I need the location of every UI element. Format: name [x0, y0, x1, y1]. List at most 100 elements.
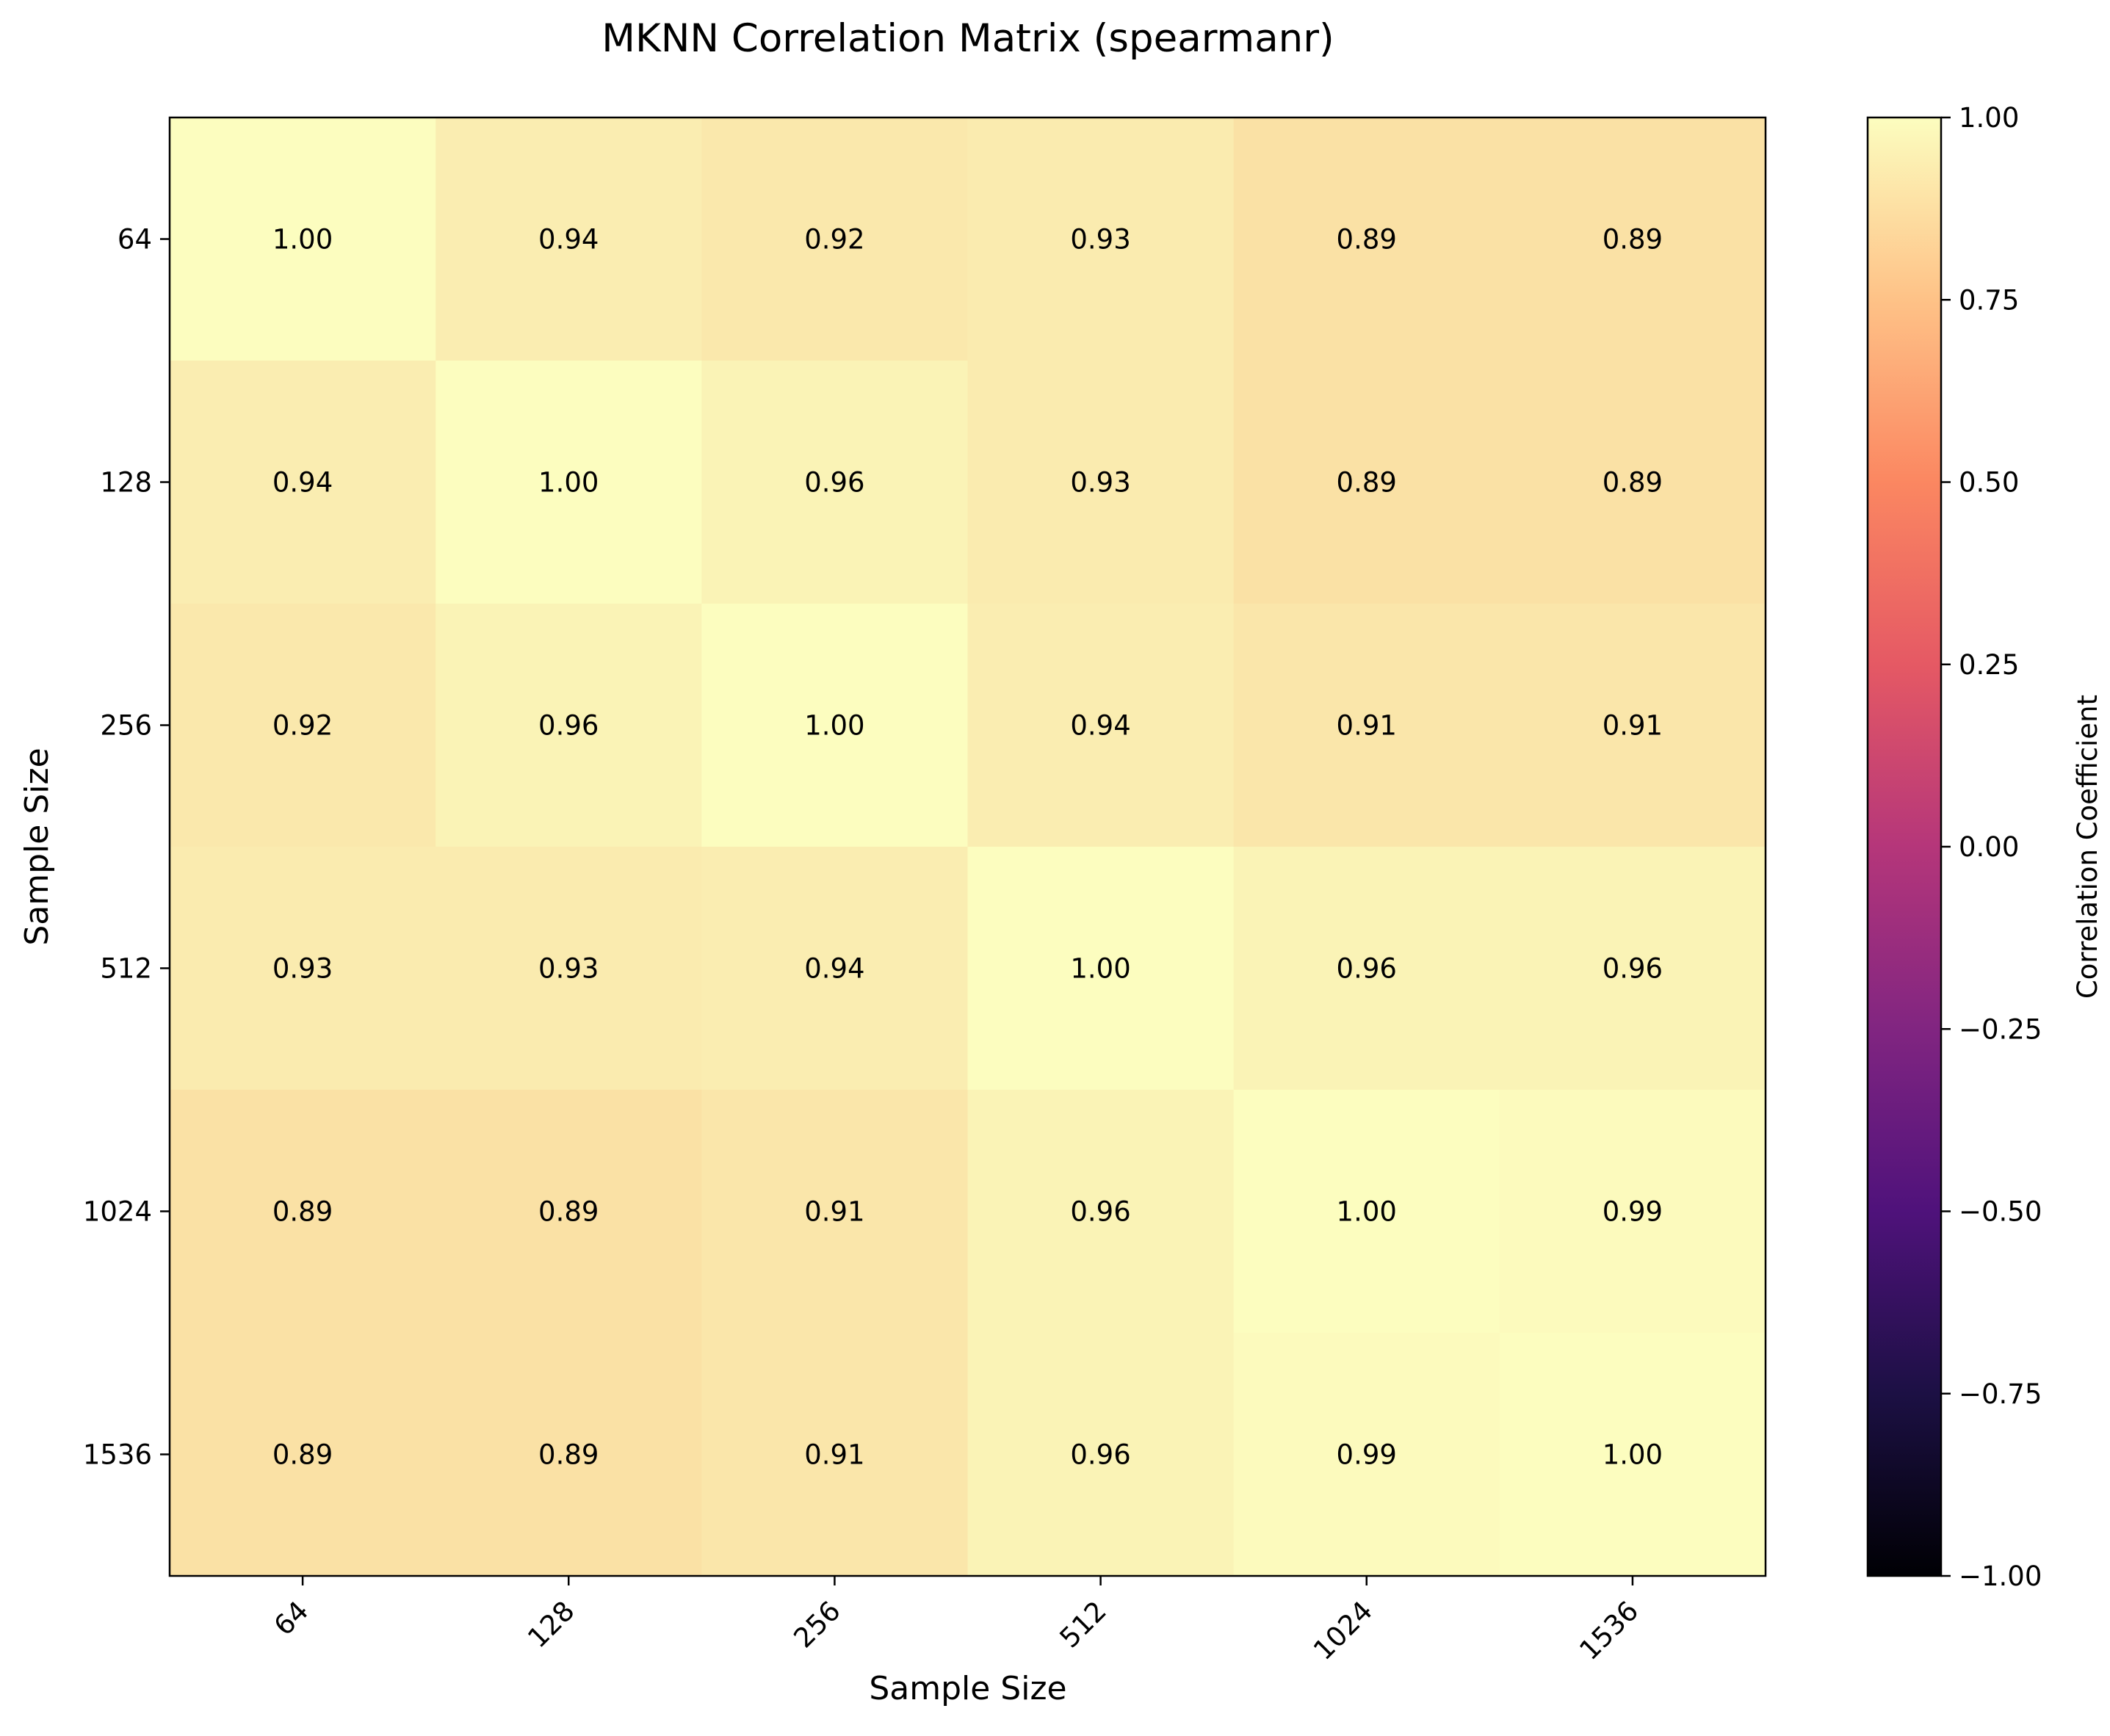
cell-value-label: 1.00 [1337, 1196, 1397, 1228]
heatmap-cell [170, 1333, 436, 1577]
colorbar-label: Correlation Coefficient [2072, 695, 2103, 999]
cell-value-label: 0.93 [272, 953, 333, 985]
cell-value-label: 0.96 [1070, 1439, 1130, 1471]
heatmap-cell [1499, 847, 1766, 1091]
x-tick-label: 1024 [1307, 1595, 1379, 1666]
x-tick-label: 128 [521, 1595, 580, 1654]
heatmap-cell [1233, 1333, 1500, 1577]
cell-value-label: 0.89 [538, 1196, 599, 1228]
cell-value-label: 1.00 [272, 224, 333, 256]
cell-value-label: 0.99 [1603, 1196, 1663, 1228]
cell-value-label: 0.96 [538, 710, 599, 742]
heatmap-cell [1499, 1333, 1766, 1577]
plot-frame [168, 116, 1767, 1577]
heatmap-cell [170, 847, 436, 1091]
cell-value-label: 0.96 [1070, 1196, 1130, 1228]
cell-value-label: 1.00 [1603, 1439, 1663, 1471]
y-tick-label: 512 [100, 953, 152, 985]
heatmap-cell [170, 361, 436, 604]
heatmap-cell [1499, 604, 1766, 847]
heatmap-cell [701, 1090, 969, 1334]
cell-value-label: 1.00 [538, 467, 599, 499]
x-tick-label: 64 [268, 1595, 315, 1642]
heatmap-cell [1499, 117, 1766, 361]
heatmap-cell [170, 604, 436, 847]
heatmap-cells [170, 117, 1766, 1577]
cell-value-label: 0.89 [272, 1439, 333, 1471]
heatmap-cell [701, 1333, 969, 1577]
heatmap-cell [701, 117, 969, 361]
y-tick-label: 256 [100, 710, 152, 742]
heatmap-cell [967, 361, 1235, 604]
heatmap-cell [436, 117, 702, 361]
heatmap-cell [1233, 117, 1500, 361]
heatmap-cell [701, 604, 969, 847]
colorbar-tick-label: 0.25 [1959, 649, 2019, 681]
cell-value-label: 0.91 [1603, 710, 1663, 742]
cell-value-label: 0.93 [1070, 467, 1130, 499]
cell-value-label: 0.94 [538, 224, 599, 256]
chart-title: MKNN Correlation Matrix (spearmanr) [601, 16, 1334, 61]
colorbar-tick-label: 0.00 [1959, 831, 2019, 863]
cell-value-label: 0.94 [272, 467, 333, 499]
heatmap-cell [967, 1333, 1235, 1577]
heatmap-cell [967, 117, 1235, 361]
y-axis-label: Sample Size [18, 748, 56, 945]
heatmap-cell [436, 847, 702, 1091]
cell-value-label: 1.00 [804, 710, 864, 742]
heatmap-cell [1499, 361, 1766, 604]
cell-value-label: 0.93 [538, 953, 599, 985]
cell-value-label: 0.94 [1070, 710, 1130, 742]
cell-value-label: 0.96 [1603, 953, 1663, 985]
cell-value-label: 0.91 [1337, 710, 1397, 742]
colorbar-ticks: 1.00 0.75 0.50 0.25 0.00 −0.25 −0.50 −0.75 −1.00 [1941, 102, 2042, 1592]
colorbar-tick-label: 0.75 [1959, 284, 2019, 316]
cell-value-label: 0.89 [538, 1439, 599, 1471]
x-tick-label: 512 [1054, 1595, 1113, 1654]
heatmap-cell [1233, 604, 1500, 847]
heatmap-cell [701, 847, 969, 1091]
cell-value-label: 0.91 [804, 1196, 864, 1228]
colorbar-tick-label: 1.00 [1959, 102, 2019, 134]
colorbar-tick-label: −0.75 [1959, 1378, 2042, 1410]
cell-value-labels: 1.00 0.94 0.92 0.93 0.89 0.89 0.94 1.00 0.96 0.93… [272, 224, 1663, 1471]
y-tick-label: 1536 [83, 1439, 152, 1471]
heatmap-cell [967, 1090, 1235, 1334]
heatmap-cell [436, 604, 702, 847]
heatmap-cell [436, 1090, 702, 1334]
heatmap-cell [436, 361, 702, 604]
heatmap-cell [436, 1333, 702, 1577]
cell-value-label: 0.89 [1603, 467, 1663, 499]
cell-value-label: 0.89 [1337, 467, 1397, 499]
heatmap-cell [170, 1090, 436, 1334]
x-axis-ticks: 64 128 256 512 1024 1536 [268, 1576, 1644, 1666]
heatmap-cell [967, 847, 1235, 1091]
x-axis-label: Sample Size [869, 1670, 1066, 1707]
heatmap-cell [1499, 1090, 1766, 1334]
cell-value-label: 1.00 [1070, 953, 1130, 985]
heatmap-cell [701, 361, 969, 604]
cell-value-label: 0.92 [272, 710, 333, 742]
colorbar-tick-label: −0.25 [1959, 1013, 2042, 1045]
cell-value-label: 0.89 [1603, 224, 1663, 256]
cell-value-label: 0.89 [1337, 224, 1397, 256]
y-tick-label: 64 [118, 224, 152, 256]
heatmap-cell [1233, 847, 1500, 1091]
y-axis-ticks: 64 128 256 512 1024 1536 [83, 224, 170, 1471]
cell-value-label: 0.89 [272, 1196, 333, 1228]
cell-value-label: 0.93 [1070, 224, 1130, 256]
cell-value-label: 0.92 [804, 224, 864, 256]
cell-value-label: 0.91 [804, 1439, 864, 1471]
heatmap-cell [1233, 361, 1500, 604]
x-tick-label: 256 [787, 1595, 846, 1654]
y-tick-label: 128 [100, 467, 152, 499]
heatmap-cell [1233, 1090, 1500, 1334]
x-tick-label: 1536 [1573, 1595, 1644, 1666]
cell-value-label: 0.96 [1337, 953, 1397, 985]
heatmap-cell [967, 604, 1235, 847]
colorbar-tick-label: −0.50 [1959, 1196, 2042, 1228]
cell-value-label: 0.96 [804, 467, 864, 499]
colorbar-tick-label: 0.50 [1959, 467, 2019, 499]
cell-value-label: 0.99 [1337, 1439, 1397, 1471]
